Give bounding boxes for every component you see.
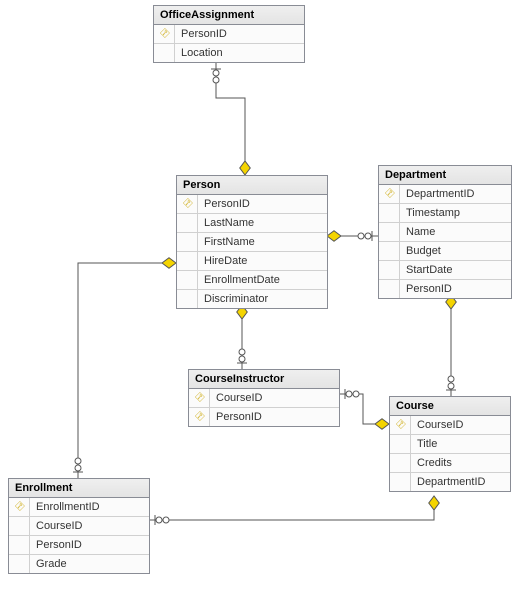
field-name: LastName (198, 217, 254, 229)
field-row: DepartmentID (390, 473, 510, 491)
field-row: Name (379, 223, 511, 242)
field-name: Discriminator (198, 293, 268, 305)
field-row: PersonID (9, 536, 149, 555)
field-name: EnrollmentID (30, 501, 100, 513)
field-name: CourseID (30, 520, 82, 532)
key-cell-empty (9, 555, 30, 573)
field-name: Location (175, 47, 223, 59)
field-name: CourseID (411, 419, 463, 431)
key-icon: ⚿ (379, 185, 400, 203)
entity-title: Course (390, 397, 510, 416)
field-row: ⚿PersonID (189, 408, 339, 426)
field-row: CourseID (9, 517, 149, 536)
field-name: PersonID (30, 539, 82, 551)
field-row: ⚿CourseID (390, 416, 510, 435)
entity-person: Person ⚿PersonID LastName FirstName Hire… (176, 175, 328, 309)
field-name: DepartmentID (411, 476, 485, 488)
field-row: ⚿PersonID (177, 195, 327, 214)
field-row: Budget (379, 242, 511, 261)
field-name: PersonID (400, 283, 452, 295)
key-cell-empty (379, 261, 400, 279)
key-icon: ⚿ (189, 389, 210, 407)
field-row: Grade (9, 555, 149, 573)
entity-title: Enrollment (9, 479, 149, 498)
key-cell-empty (177, 290, 198, 308)
field-row: PersonID (379, 280, 511, 298)
key-icon: ⚿ (154, 25, 175, 43)
key-cell-empty (154, 44, 175, 62)
key-cell-empty (390, 435, 411, 453)
entity-fields: ⚿PersonID LastName FirstName HireDate En… (177, 195, 327, 308)
entity-fields: ⚿CourseID Title Credits DepartmentID (390, 416, 510, 491)
key-cell-empty (379, 204, 400, 222)
entity-title: Department (379, 166, 511, 185)
field-row: Timestamp (379, 204, 511, 223)
field-row: FirstName (177, 233, 327, 252)
key-cell-empty (390, 473, 411, 491)
field-row: ⚿EnrollmentID (9, 498, 149, 517)
entity-title: CourseInstructor (189, 370, 339, 389)
field-name: EnrollmentDate (198, 274, 280, 286)
field-row: ⚿CourseID (189, 389, 339, 408)
field-name: PersonID (175, 28, 227, 40)
field-name: Timestamp (400, 207, 460, 219)
field-row: Discriminator (177, 290, 327, 308)
key-cell-empty (177, 214, 198, 232)
erd-canvas: OfficeAssignment ⚿ PersonID Location Per… (0, 0, 523, 603)
field-name: FirstName (198, 236, 255, 248)
field-name: DepartmentID (400, 188, 474, 200)
key-cell-empty (177, 233, 198, 251)
field-row: ⚿DepartmentID (379, 185, 511, 204)
entity-fields: ⚿ PersonID Location (154, 25, 304, 62)
entity-department: Department ⚿DepartmentID Timestamp Name … (378, 165, 512, 299)
field-row: LastName (177, 214, 327, 233)
entity-fields: ⚿EnrollmentID CourseID PersonID Grade (9, 498, 149, 573)
key-icon: ⚿ (177, 195, 198, 213)
key-cell-empty (9, 517, 30, 535)
key-cell-empty (177, 271, 198, 289)
key-icon: ⚿ (189, 408, 210, 426)
key-cell-empty (379, 242, 400, 260)
key-cell-empty (379, 223, 400, 241)
field-name: Credits (411, 457, 452, 469)
entity-officeassignment: OfficeAssignment ⚿ PersonID Location (153, 5, 305, 63)
field-name: StartDate (400, 264, 452, 276)
entity-fields: ⚿CourseID ⚿PersonID (189, 389, 339, 426)
key-cell-empty (379, 280, 400, 298)
field-row: ⚿ PersonID (154, 25, 304, 44)
entity-title: Person (177, 176, 327, 195)
entity-course: Course ⚿CourseID Title Credits Departmen… (389, 396, 511, 492)
entity-fields: ⚿DepartmentID Timestamp Name Budget Star… (379, 185, 511, 298)
entity-enrollment: Enrollment ⚿EnrollmentID CourseID Person… (8, 478, 150, 574)
field-name: Title (411, 438, 437, 450)
field-row: Credits (390, 454, 510, 473)
field-name: HireDate (198, 255, 247, 267)
field-name: PersonID (198, 198, 250, 210)
key-icon: ⚿ (390, 416, 411, 434)
key-cell-empty (390, 454, 411, 472)
key-cell-empty (9, 536, 30, 554)
field-name: Name (400, 226, 435, 238)
field-name: CourseID (210, 392, 262, 404)
field-name: Grade (30, 558, 67, 570)
field-row: StartDate (379, 261, 511, 280)
field-name: PersonID (210, 411, 262, 423)
entity-title: OfficeAssignment (154, 6, 304, 25)
field-row: Title (390, 435, 510, 454)
key-cell-empty (177, 252, 198, 270)
field-name: Budget (400, 245, 441, 257)
entity-courseinstructor: CourseInstructor ⚿CourseID ⚿PersonID (188, 369, 340, 427)
field-row: HireDate (177, 252, 327, 271)
field-row: Location (154, 44, 304, 62)
key-icon: ⚿ (9, 498, 30, 516)
field-row: EnrollmentDate (177, 271, 327, 290)
